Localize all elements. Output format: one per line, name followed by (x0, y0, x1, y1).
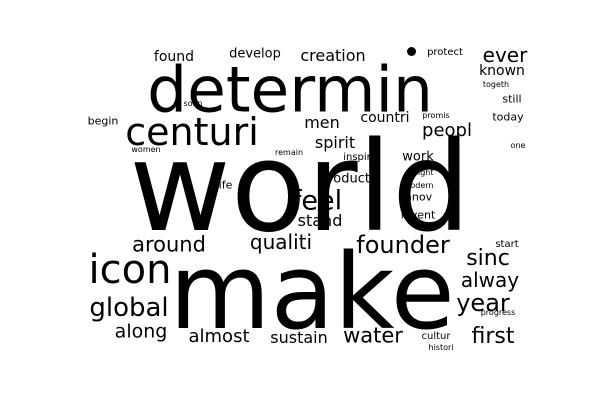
word-invent: invent (400, 208, 436, 222)
word-product: product (319, 171, 371, 187)
word-centuri: centuri (125, 110, 259, 154)
word-start: start (495, 239, 519, 250)
word-begin: begin (87, 114, 119, 128)
word-known: known (479, 63, 525, 79)
word-stand: stand (297, 211, 343, 230)
word-spirit: spirit (314, 133, 356, 152)
word-along: along (114, 320, 168, 343)
dot-mark (407, 47, 416, 56)
word-still: still (502, 92, 522, 106)
word-life: life (215, 178, 233, 192)
word-innov: innov (401, 190, 433, 204)
word-protect: protect (427, 47, 463, 58)
word-develop: develop (229, 46, 281, 62)
word-sinc: sinc (466, 246, 510, 271)
word-sustain: sustain (270, 328, 328, 347)
word-togeth: togeth (482, 80, 510, 89)
word-men: men (304, 113, 340, 132)
word-first: first (471, 324, 515, 349)
word-almost: almost (188, 326, 250, 347)
word-histori: histori (428, 343, 454, 352)
word-inspir: inspir (343, 152, 371, 163)
word-insight: insight (406, 168, 434, 177)
word-around: around (132, 232, 206, 257)
word-soon: soon (183, 99, 203, 108)
word-global: global (89, 293, 169, 323)
word-make: make (169, 231, 455, 353)
word-peopl: peopl (422, 120, 472, 141)
word-alway: alway (460, 268, 520, 292)
word-feel: feel (291, 185, 343, 217)
word-water: water (343, 323, 403, 348)
word-progress: progress (480, 308, 516, 317)
word-promis: promis (422, 111, 450, 120)
word-work: work (402, 149, 434, 165)
word-one: one (510, 141, 526, 150)
word-qualiti: qualiti (249, 230, 313, 254)
word-ever: ever (482, 43, 528, 67)
word-year: year (456, 289, 510, 317)
word-creation: creation (300, 46, 366, 65)
word-icon: icon (88, 247, 172, 293)
word-today: today (492, 110, 524, 124)
word-cultur: cultur (421, 331, 451, 342)
word-modern: modern (402, 181, 434, 190)
word-determin: determin (147, 53, 433, 127)
word-founder: founder (356, 231, 450, 259)
word-countri: countri (360, 110, 410, 126)
word-women: women (131, 145, 161, 154)
word-remain: remain (274, 148, 304, 157)
word-world: world (129, 116, 471, 260)
word-found: found (153, 49, 195, 65)
